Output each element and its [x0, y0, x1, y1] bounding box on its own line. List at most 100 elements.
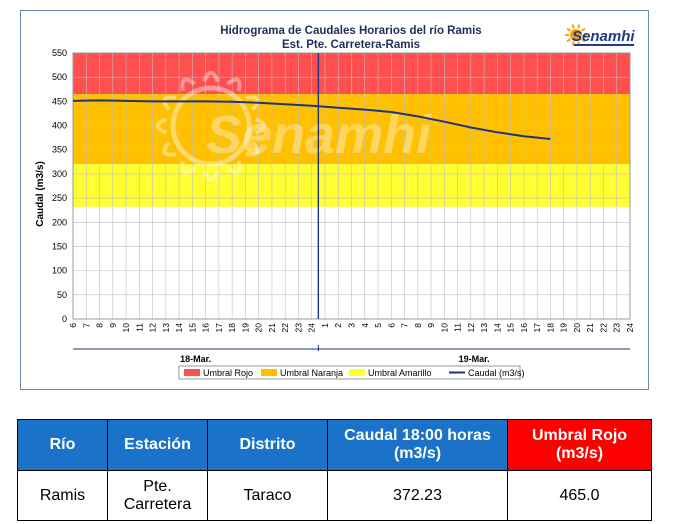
- x-tick-label: 15: [187, 323, 197, 333]
- watermark-ray: [155, 117, 168, 135]
- y-axis-label: Caudal (m3/s): [35, 161, 46, 227]
- x-tick-label: 1: [320, 323, 330, 328]
- x-tick-label: 11: [453, 323, 463, 332]
- station-summary-table: Río Estación Distrito Caudal 18:00 horas…: [17, 419, 652, 521]
- x-tick-label: 14: [492, 323, 502, 333]
- x-tick-label: 12: [466, 323, 476, 333]
- x-tick-label: 9: [108, 323, 118, 328]
- watermark-ray: [226, 160, 242, 175]
- cell-rio: Ramis: [17, 470, 108, 521]
- x-tick-label: 20: [572, 323, 582, 333]
- x-tick-label: 8: [95, 323, 105, 328]
- y-tick-label: 450: [52, 96, 67, 106]
- sun-ray: [581, 38, 586, 43]
- x-tick-label: 10: [439, 323, 449, 333]
- x-tick-label: 14: [174, 323, 184, 333]
- sun-ray: [571, 24, 575, 29]
- watermark-ray: [226, 77, 242, 92]
- sun-ray: [566, 27, 571, 32]
- logo-text: Senamhi: [572, 28, 635, 45]
- day-label-19-mar: 19-Mar.: [459, 354, 490, 364]
- x-tick-label: 17: [532, 323, 542, 333]
- cell-caudal: 372.23: [327, 470, 508, 521]
- chart-title: Hidrograma de Caudales Horarios del río …: [220, 25, 481, 37]
- chart-subtitle: Est. Pte. Carretera-Ramis: [282, 39, 420, 51]
- hydrograph-chart: Senamhi 0 50 100 150 200 250 300 350 400 450 500 55…: [20, 10, 649, 390]
- x-tick-label: 15: [506, 323, 516, 333]
- legend-entry: Umbral Naranja: [280, 368, 343, 378]
- cell-estacion: Pte. Carretera: [107, 470, 208, 521]
- watermark-ray: [245, 95, 260, 111]
- x-tick-label: 23: [612, 323, 622, 333]
- y-tick-label: 100: [52, 266, 67, 276]
- y-tick-label: 50: [57, 290, 67, 300]
- header-estacion: Estación: [107, 419, 208, 471]
- x-tick-label: 21: [267, 323, 277, 333]
- x-tick-label: 16: [201, 323, 211, 333]
- sun-ray: [581, 27, 586, 32]
- y-tick-label: 0: [62, 314, 67, 324]
- x-tick-label: 2: [333, 323, 343, 328]
- x-tick-label: 24: [625, 323, 635, 333]
- watermark-ray: [162, 95, 177, 111]
- chart-canvas: Senamhi 05010015020025030035040045050055…: [35, 24, 635, 380]
- series-line-caudal: [72, 99, 551, 140]
- legend-entry: Umbral Amarillo: [368, 368, 432, 378]
- sun-ray: [566, 38, 571, 43]
- legend-swatch: [184, 369, 200, 376]
- sun-ray: [571, 41, 575, 46]
- x-tick-label: 10: [121, 323, 131, 333]
- watermark-ray: [180, 160, 196, 175]
- cell-umbral-rojo: 465.0: [507, 470, 652, 521]
- y-tick-label: 350: [52, 145, 67, 155]
- x-tick-label: 22: [280, 323, 290, 333]
- table-header-row: Río Estación Distrito Caudal 18:00 horas…: [17, 419, 652, 471]
- legend-swatch: [261, 369, 277, 376]
- header-rio: Río: [17, 419, 108, 471]
- chart-legend: Umbral Rojo Umbral Naranja Umbral Amarillo…: [178, 365, 525, 380]
- table-row: Ramis Pte. Carretera Taraco 372.23 465.0: [17, 470, 652, 521]
- x-tick-label: 7: [81, 323, 91, 328]
- header-distrito: Distrito: [207, 419, 328, 471]
- x-tick-label: 24: [307, 323, 317, 333]
- y-tick-label: 400: [52, 121, 67, 131]
- x-tick-label: 5: [373, 323, 383, 328]
- sun-ray: [577, 24, 581, 29]
- x-tick-label: 18: [545, 323, 555, 333]
- y-tick-label: 200: [52, 217, 67, 227]
- legend-entry: Umbral Rojo: [203, 368, 253, 378]
- x-tick-label: 6: [68, 323, 78, 328]
- x-tick-label: 12: [148, 323, 158, 333]
- x-tick-label: 19: [240, 323, 250, 333]
- x-tick-label: 13: [479, 323, 489, 333]
- x-tick-label: 18: [227, 323, 237, 333]
- x-tick-label: 7: [400, 323, 410, 328]
- senamhi-logo: Senamhi: [565, 24, 635, 46]
- watermark-ray: [245, 141, 260, 157]
- legend-entry: Caudal (m3/s): [468, 368, 525, 378]
- legend-swatch: [349, 369, 365, 376]
- x-tick-label: 19: [559, 323, 569, 333]
- x-tick-label: 11: [134, 323, 144, 332]
- plot-border: [72, 52, 631, 320]
- header-caudal: Caudal 18:00 horas (m3/s): [327, 419, 508, 471]
- y-tick-label: 250: [52, 193, 67, 203]
- x-tick-label: 4: [360, 323, 370, 328]
- cell-distrito: Taraco: [207, 470, 328, 521]
- watermark-ray: [254, 117, 267, 135]
- x-tick-label: 20: [254, 323, 264, 333]
- x-tick-label: 21: [585, 323, 595, 333]
- y-tick-label: 150: [52, 241, 67, 251]
- x-tick-label: 17: [214, 323, 224, 333]
- sun-icon: [565, 24, 587, 46]
- watermark-ray: [162, 141, 177, 157]
- y-tick-label: 300: [52, 169, 67, 179]
- x-tick-label: 16: [519, 323, 529, 333]
- watermark-ray: [202, 70, 220, 83]
- y-tick-label: 550: [52, 48, 67, 58]
- x-tick-label: 9: [426, 323, 436, 328]
- x-tick-label: 6: [386, 323, 396, 328]
- y-tick-label: 500: [52, 72, 67, 82]
- x-tick-label: 23: [293, 323, 303, 333]
- watermark-sun-icon: [155, 70, 267, 182]
